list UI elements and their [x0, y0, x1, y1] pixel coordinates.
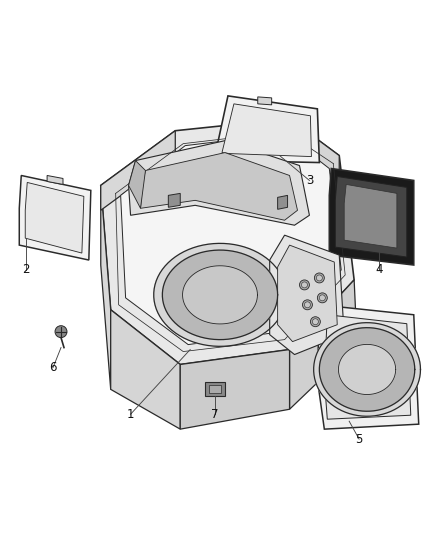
Polygon shape: [324, 315, 411, 419]
Polygon shape: [129, 141, 309, 225]
Polygon shape: [222, 104, 311, 157]
Polygon shape: [162, 250, 278, 340]
Polygon shape: [290, 280, 357, 409]
Polygon shape: [335, 176, 407, 257]
Polygon shape: [141, 152, 297, 220]
Polygon shape: [278, 245, 337, 342]
Polygon shape: [319, 328, 415, 411]
Polygon shape: [25, 182, 84, 253]
Text: 6: 6: [49, 361, 57, 374]
Polygon shape: [154, 244, 286, 346]
Circle shape: [314, 273, 324, 283]
Polygon shape: [209, 385, 221, 393]
Polygon shape: [270, 235, 344, 354]
Circle shape: [316, 275, 322, 281]
Polygon shape: [314, 322, 420, 416]
Polygon shape: [111, 310, 180, 429]
Polygon shape: [101, 119, 354, 365]
Polygon shape: [318, 305, 419, 429]
Circle shape: [55, 326, 67, 337]
Polygon shape: [129, 160, 145, 208]
Polygon shape: [168, 193, 180, 207]
Circle shape: [319, 295, 325, 301]
Polygon shape: [290, 119, 339, 181]
Circle shape: [318, 293, 327, 303]
Polygon shape: [329, 168, 414, 265]
Circle shape: [300, 280, 309, 290]
Polygon shape: [47, 175, 63, 184]
Text: 5: 5: [355, 433, 363, 446]
Polygon shape: [120, 134, 341, 345]
Text: 1: 1: [127, 408, 134, 421]
Polygon shape: [19, 175, 91, 260]
Circle shape: [312, 319, 318, 325]
Polygon shape: [180, 350, 290, 429]
Circle shape: [304, 302, 311, 308]
Text: 3: 3: [306, 174, 313, 187]
Text: 4: 4: [375, 263, 383, 277]
Circle shape: [311, 317, 320, 327]
Polygon shape: [344, 184, 397, 248]
Polygon shape: [183, 266, 258, 324]
Text: 7: 7: [211, 408, 219, 421]
Polygon shape: [278, 196, 288, 209]
Polygon shape: [258, 97, 272, 105]
Circle shape: [301, 282, 307, 288]
Polygon shape: [101, 131, 175, 211]
Polygon shape: [205, 382, 225, 397]
Text: 2: 2: [22, 263, 30, 277]
Circle shape: [303, 300, 312, 310]
Polygon shape: [101, 185, 111, 389]
Polygon shape: [215, 96, 319, 163]
Polygon shape: [339, 344, 396, 394]
